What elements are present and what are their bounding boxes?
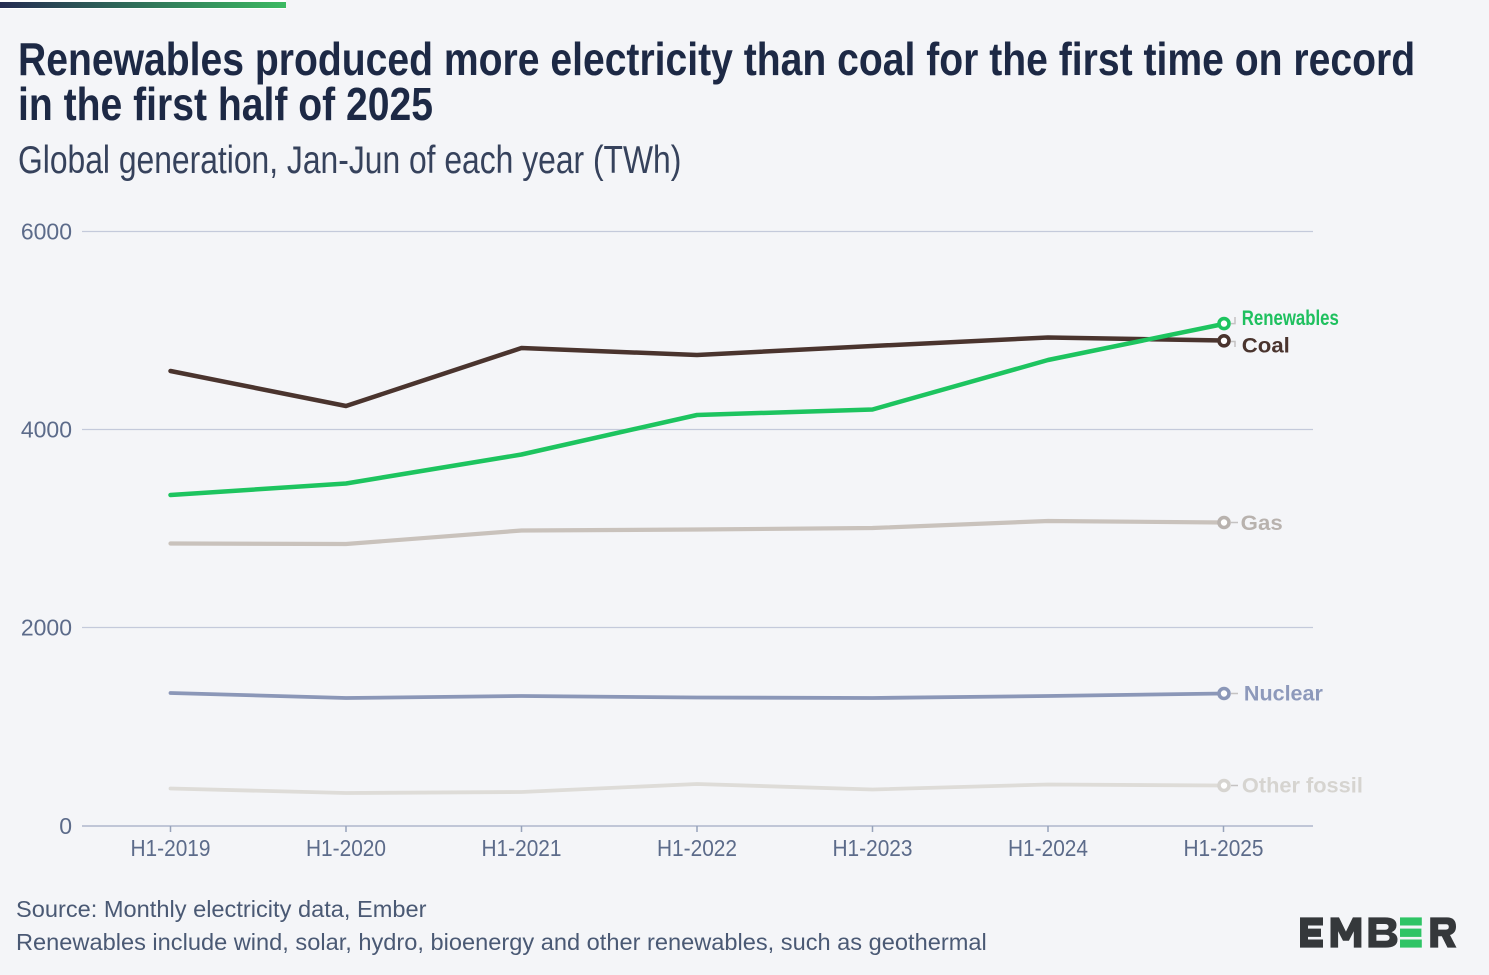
svg-text:Nuclear: Nuclear: [1244, 683, 1323, 706]
svg-text:Renewables: Renewables: [1242, 307, 1339, 330]
svg-text:H1-2023: H1-2023: [833, 835, 913, 861]
svg-text:Gas: Gas: [1241, 512, 1283, 535]
svg-text:0: 0: [59, 813, 72, 839]
svg-text:H1-2024: H1-2024: [1008, 835, 1088, 861]
svg-text:Coal: Coal: [1242, 335, 1290, 358]
svg-text:Other fossil: Other fossil: [1242, 775, 1363, 798]
svg-text:4000: 4000: [21, 417, 72, 443]
svg-text:H1-2020: H1-2020: [306, 835, 386, 861]
svg-text:H1-2021: H1-2021: [482, 835, 562, 861]
svg-text:6000: 6000: [21, 219, 72, 245]
svg-text:2000: 2000: [21, 615, 72, 641]
svg-text:H1-2022: H1-2022: [657, 835, 737, 861]
svg-text:H1-2019: H1-2019: [131, 835, 211, 861]
svg-text:H1-2025: H1-2025: [1184, 835, 1264, 861]
